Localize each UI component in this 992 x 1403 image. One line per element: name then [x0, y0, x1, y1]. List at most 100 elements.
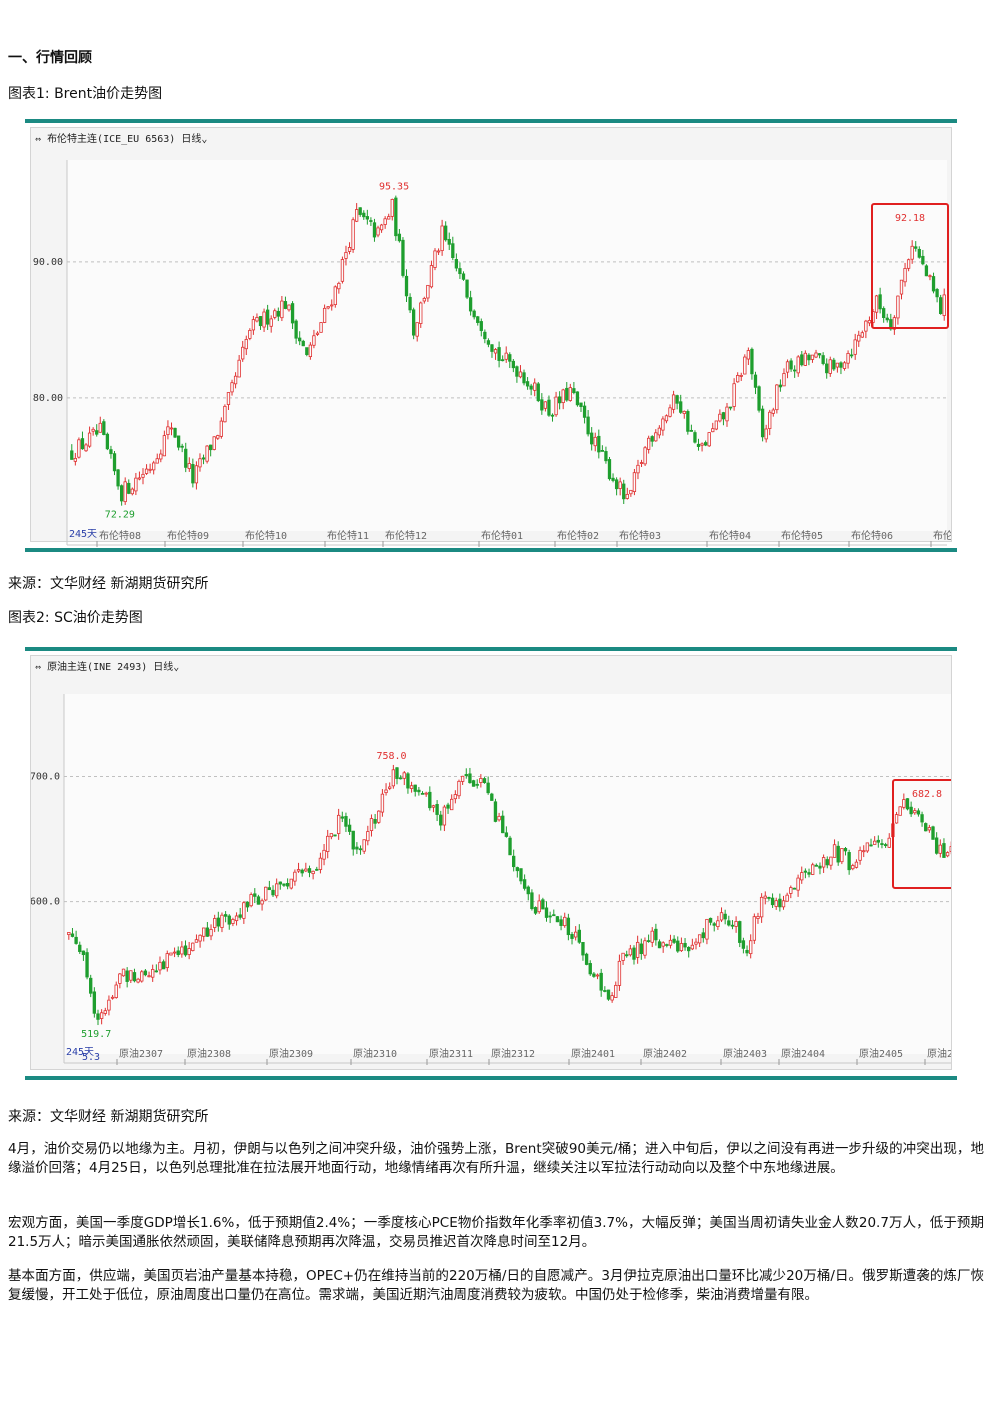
candle-body	[253, 893, 257, 897]
candle-body	[639, 462, 644, 464]
candle-body	[373, 819, 377, 824]
candle-body	[426, 284, 430, 299]
sc-chart-toolbar[interactable]: ⇔ 原油主连(INE 2493) 日线⌄	[35, 658, 179, 673]
candle-body	[453, 794, 458, 800]
candle-body	[540, 399, 544, 411]
candle-body	[832, 359, 836, 370]
candle-body	[155, 458, 159, 464]
candle-body	[728, 406, 733, 409]
candle-body	[629, 489, 633, 495]
candle-body	[191, 464, 195, 484]
candle-body	[547, 399, 551, 416]
candle-body	[172, 951, 177, 954]
candle-body	[298, 337, 302, 342]
min-price-label: 519.7	[81, 1029, 111, 1040]
candle-body	[770, 897, 775, 906]
candle-body	[260, 900, 264, 905]
candle-body	[366, 831, 370, 842]
candle-body	[127, 482, 131, 494]
candle-body	[446, 804, 450, 809]
sc-candlestick-chart[interactable]: 700.0 600.0 758.0 519.7 682.8 原油2307 原油2308 原油2…	[31, 656, 951, 1077]
sc-chart-figure: ⇔ 原油主连(INE 2493) 日线⌄ 700.0 600.0 758.0 519.…	[25, 647, 957, 1080]
candle-body	[592, 973, 596, 977]
brent-toolbar-label: 布伦特主连(ICE_EU 6563) 日线	[47, 134, 202, 145]
candle-body	[486, 782, 490, 794]
highlight-price-label: 682.8	[912, 789, 942, 800]
candle-body	[74, 936, 78, 944]
candle-body	[404, 275, 409, 297]
candle-body	[397, 233, 402, 242]
candle-body	[935, 289, 939, 298]
candle-body	[753, 374, 758, 388]
candle-body	[251, 319, 256, 331]
candle-body	[141, 473, 145, 478]
candle-body	[318, 857, 323, 870]
candle-body	[105, 433, 110, 450]
candle-body	[597, 435, 601, 453]
candle-body	[529, 385, 533, 390]
candle-body	[398, 777, 403, 780]
candle-body	[234, 915, 239, 922]
candle-body	[482, 778, 487, 784]
candle-body	[530, 892, 534, 910]
candle-body	[326, 835, 330, 852]
candle-body	[760, 408, 765, 438]
day-count-label: 245天	[66, 1047, 94, 1058]
candle-body	[130, 488, 134, 495]
candle-body	[697, 934, 702, 944]
candle-body	[176, 435, 181, 448]
candle-body	[931, 276, 936, 292]
candle-body	[905, 798, 910, 810]
candle-body	[763, 895, 767, 899]
candle-body	[611, 477, 615, 481]
candle-body	[810, 354, 815, 360]
candle-body	[98, 422, 102, 433]
candle-body	[552, 914, 556, 917]
candle-body	[230, 382, 234, 393]
chevron-down-icon: ⌄	[173, 662, 180, 673]
candle-body	[525, 381, 530, 387]
candle-body	[340, 259, 345, 282]
candle-body	[610, 995, 614, 1001]
brent-chart-toolbar[interactable]: ⇔ 布伦特主连(ICE_EU 6563) 日线⌄	[35, 130, 207, 145]
candle-body	[458, 268, 462, 275]
candle-body	[283, 301, 288, 309]
candle-body	[278, 881, 282, 885]
candle-body	[213, 918, 217, 928]
candle-body	[479, 321, 483, 331]
candle-body	[267, 887, 272, 891]
candle-body	[750, 348, 754, 375]
candle-body	[588, 963, 592, 975]
candle-body	[233, 375, 238, 385]
candle-body	[599, 972, 603, 991]
candle-body	[394, 197, 398, 237]
candle-body	[209, 929, 213, 937]
compare-icon: ⇔	[35, 662, 42, 673]
candle-body	[522, 879, 527, 889]
candle-body	[227, 915, 231, 925]
candle-body	[683, 942, 687, 948]
candle-body	[694, 941, 698, 945]
candle-body	[380, 793, 385, 813]
candle-body	[70, 933, 75, 937]
candle-body	[435, 804, 439, 815]
candle-body	[433, 250, 437, 268]
candle-body	[134, 477, 138, 492]
candle-body	[180, 445, 184, 448]
brent-candlestick-chart[interactable]: 90.00 80.00 95.35 72.29 92.18 布伦特08 布伦特09 布伦特10…	[31, 128, 951, 549]
plot-area	[67, 160, 947, 531]
candle-body	[424, 792, 428, 795]
candle-body	[402, 772, 406, 779]
candle-body	[409, 785, 414, 789]
candle-body	[244, 339, 248, 350]
candle-body	[734, 921, 738, 927]
candle-body	[736, 375, 740, 383]
candle-body	[471, 780, 476, 787]
x-tick-label: 原油2308	[187, 1047, 231, 1060]
candle-body	[668, 939, 673, 946]
day-count-label: 245天	[69, 529, 97, 540]
candle-body	[853, 339, 857, 355]
highlight-box	[892, 779, 951, 889]
candle-body	[151, 969, 155, 978]
candle-body	[522, 372, 526, 384]
